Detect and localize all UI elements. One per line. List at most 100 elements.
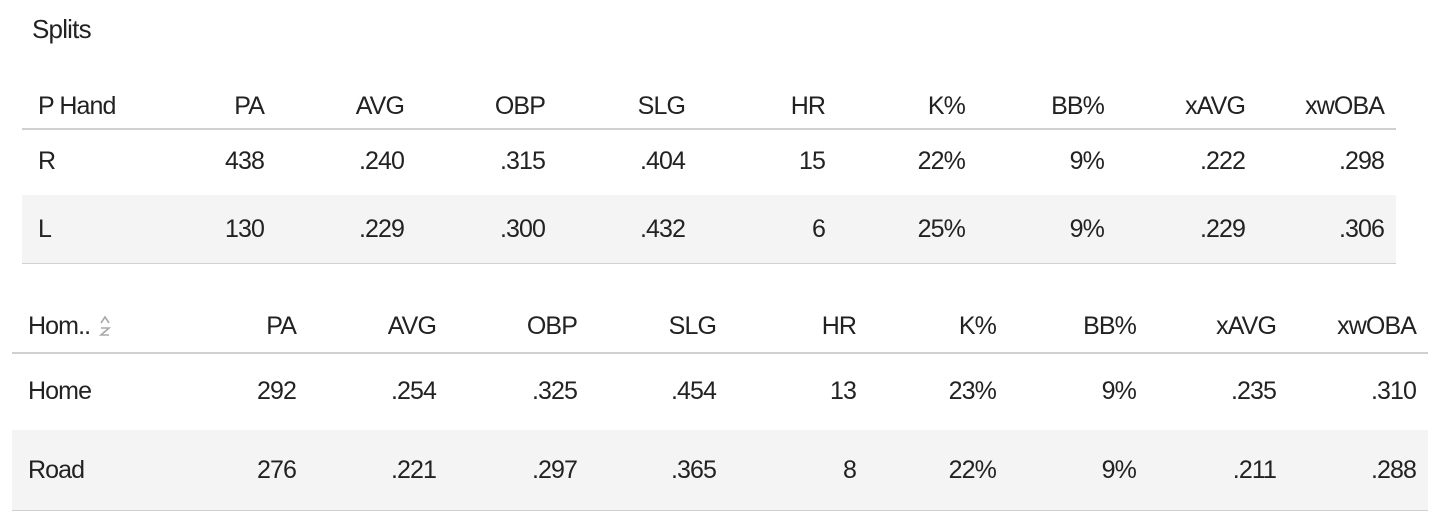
column-header: BB% bbox=[1051, 85, 1105, 128]
table-cell: .310 bbox=[1370, 352, 1417, 430]
cell-text: 22% bbox=[917, 147, 966, 175]
cell-text: PA bbox=[234, 92, 265, 120]
table-cell: .432 bbox=[639, 195, 686, 263]
table-cell: .229 bbox=[359, 195, 405, 263]
table-cell: .221 bbox=[390, 430, 437, 510]
cell-text: .404 bbox=[639, 147, 686, 175]
cell-text: .298 bbox=[1338, 147, 1385, 175]
cell-text: .365 bbox=[670, 455, 717, 484]
table-cell: .306 bbox=[1338, 195, 1385, 263]
cell-text: 9% bbox=[1069, 147, 1105, 175]
cell-text: 276 bbox=[256, 455, 297, 484]
cell-text: xAVG bbox=[1216, 311, 1277, 340]
data-row: Home 292 .254 .325 .454 13 23% 9% .235 .310 bbox=[12, 352, 1428, 430]
column-header: xAVG bbox=[1216, 300, 1277, 352]
cell-text: 6 bbox=[811, 214, 826, 243]
table-cell: .325 bbox=[531, 352, 578, 430]
cell-text: HR bbox=[821, 311, 857, 340]
cell-text: .325 bbox=[531, 376, 578, 405]
row-label: L bbox=[38, 195, 52, 263]
table-cell: .404 bbox=[639, 128, 686, 195]
cell-text: .235 bbox=[1230, 376, 1277, 405]
table-cell: 130 bbox=[224, 195, 265, 263]
column-header: P Hand bbox=[38, 85, 116, 128]
cell-text: 22% bbox=[948, 455, 997, 484]
data-row: Road 276 .221 .297 .365 8 22% 9% .211 .288 bbox=[12, 430, 1428, 511]
cell-text: .222 bbox=[1199, 147, 1246, 175]
cell-text: L bbox=[38, 214, 52, 243]
cell-text: AVG bbox=[355, 92, 405, 120]
column-header: xAVG bbox=[1185, 85, 1246, 128]
table-cell: 6 bbox=[811, 195, 826, 263]
cell-text: Home bbox=[28, 376, 92, 405]
cell-text: xAVG bbox=[1185, 92, 1246, 120]
table-cell: 9% bbox=[1069, 195, 1105, 263]
cell-text: .432 bbox=[639, 214, 686, 243]
cell-text: .211 bbox=[1232, 455, 1277, 484]
cell-text: .454 bbox=[670, 376, 717, 405]
cell-text: 9% bbox=[1069, 214, 1105, 243]
column-header: AVG bbox=[355, 85, 405, 128]
row-label: Home bbox=[28, 352, 92, 430]
cell-text: 130 bbox=[224, 214, 265, 243]
cell-text: .254 bbox=[390, 376, 437, 405]
table-cell: 13 bbox=[830, 352, 857, 430]
table-cell: 15 bbox=[798, 128, 826, 195]
cell-text: SLG bbox=[668, 311, 717, 340]
cell-text: 9% bbox=[1101, 455, 1137, 484]
sort-icon[interactable] bbox=[98, 315, 112, 337]
cell-text: .306 bbox=[1338, 214, 1385, 243]
table-cell: 8 bbox=[843, 430, 857, 510]
column-header: PA bbox=[266, 300, 297, 352]
table-cell: .211 bbox=[1232, 430, 1277, 510]
column-header[interactable]: Hom.. bbox=[28, 300, 112, 352]
column-header: PA bbox=[234, 85, 265, 128]
cell-text: .221 bbox=[390, 455, 437, 484]
column-header: HR bbox=[821, 300, 857, 352]
cell-text: HR bbox=[790, 92, 826, 120]
cell-text: .310 bbox=[1370, 376, 1417, 405]
cell-text: AVG bbox=[387, 311, 437, 340]
table-cell: 9% bbox=[1101, 430, 1137, 510]
column-header: HR bbox=[790, 85, 826, 128]
cell-text: 15 bbox=[798, 147, 826, 175]
table-cell: 292 bbox=[256, 352, 297, 430]
table-cell: 25% bbox=[917, 195, 966, 263]
column-header: SLG bbox=[668, 300, 717, 352]
table-cell: 22% bbox=[948, 430, 997, 510]
cell-text: K% bbox=[927, 92, 966, 120]
table-cell: .235 bbox=[1230, 352, 1277, 430]
cell-text: P Hand bbox=[38, 92, 116, 120]
cell-text: .240 bbox=[358, 147, 405, 175]
cell-text: Road bbox=[28, 455, 85, 484]
cell-text: OBP bbox=[526, 311, 578, 340]
column-header: AVG bbox=[387, 300, 437, 352]
column-header: OBP bbox=[494, 85, 546, 128]
cell-text: 292 bbox=[256, 376, 297, 405]
table-cell: 9% bbox=[1101, 352, 1137, 430]
table-cell: .240 bbox=[358, 128, 405, 195]
column-header: xwOBA bbox=[1337, 300, 1417, 352]
table-cell: .254 bbox=[390, 352, 437, 430]
cell-text: .300 bbox=[499, 214, 546, 243]
cell-text: 23% bbox=[948, 376, 997, 405]
table-cell: 276 bbox=[256, 430, 297, 510]
cell-text: 25% bbox=[917, 214, 966, 243]
table-cell: .298 bbox=[1338, 128, 1385, 195]
cell-text: 438 bbox=[224, 147, 265, 175]
cell-text: Hom.. bbox=[28, 311, 91, 340]
table-cell: .454 bbox=[670, 352, 717, 430]
cell-text: K% bbox=[958, 311, 997, 340]
cell-text: OBP bbox=[494, 92, 546, 120]
cell-text: BB% bbox=[1051, 92, 1105, 120]
table-cell: .300 bbox=[499, 195, 546, 263]
table-cell: .222 bbox=[1199, 128, 1246, 195]
header-row: Hom.. PA AVG OBP SLG HR K% BB% xAVG xwOBA bbox=[12, 300, 1428, 354]
cell-text: xwOBA bbox=[1337, 311, 1417, 340]
cell-text: .288 bbox=[1370, 455, 1417, 484]
table-cell: .365 bbox=[670, 430, 717, 510]
cell-text: 9% bbox=[1101, 376, 1137, 405]
column-header: K% bbox=[927, 85, 966, 128]
column-header: BB% bbox=[1083, 300, 1137, 352]
